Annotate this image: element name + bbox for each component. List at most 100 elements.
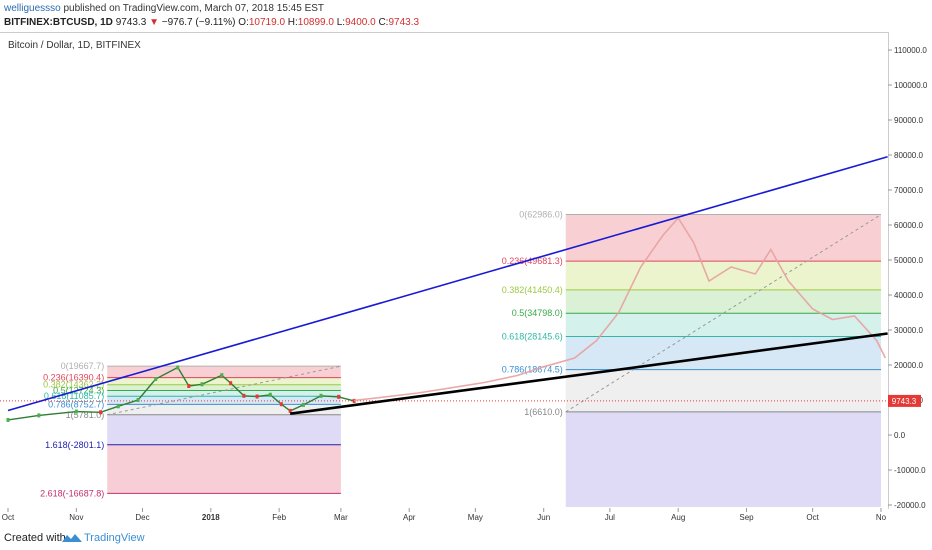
fib-zone (565, 411, 881, 507)
fib-diagonal (107, 365, 341, 416)
y-tick-label: 70000.0 (894, 186, 923, 195)
x-tick-label: 2018 (202, 513, 220, 522)
fib-level-label: 0.236(49681.3) (502, 256, 563, 266)
fib-level-label: 0.382(14362.2) (43, 380, 104, 390)
candle (288, 408, 292, 413)
candle (99, 410, 103, 415)
fib-zone (107, 396, 341, 405)
down-arrow-icon: ▼ (149, 17, 159, 28)
fib-level-label: 0.786(18674.5) (502, 365, 563, 375)
candle (6, 417, 10, 422)
y-tick-label: 110000.0 (894, 46, 927, 55)
y-tick-label: -10000.0 (894, 466, 926, 475)
x-tick-label: Apr (403, 513, 416, 522)
candle (154, 377, 158, 381)
fib-level-label: 1.618(-2801.1) (45, 440, 104, 450)
fib-level-label: 1(6610.0) (524, 407, 563, 417)
fib-level-label: 0.5(34798.0) (512, 308, 563, 318)
fib-level-label: 2.618(-16687.8) (40, 488, 104, 498)
candle (74, 409, 78, 414)
close-label: C: (378, 17, 389, 28)
fib-zone (107, 384, 341, 391)
footer: Created with TradingView (0, 527, 932, 550)
fib-zone (565, 313, 881, 337)
y-tick-label: 30000.0 (894, 326, 923, 335)
candle (136, 398, 140, 402)
y-tick-label: 20000.0 (894, 361, 923, 370)
x-tick-label: Aug (671, 513, 685, 522)
fib-zone (107, 444, 341, 494)
candle (242, 393, 246, 398)
fib-zone (565, 261, 881, 290)
candle (352, 398, 356, 403)
x-tick-label: Oct (806, 513, 819, 522)
close-value: 9743.3 (388, 17, 420, 28)
last-price-label: 9743.3 (892, 397, 917, 406)
y-tick-label: 100000.0 (894, 81, 928, 90)
open-label: O: (238, 17, 249, 28)
low-value: 9400.0 (345, 17, 376, 28)
tradingview-logo-icon (62, 534, 82, 542)
y-tick-label: -20000.0 (894, 501, 926, 510)
fib-zone (107, 390, 341, 397)
price-value: 9743.3 (115, 17, 147, 28)
candle (337, 394, 341, 399)
y-tick-label: 40000.0 (894, 291, 923, 300)
candle (200, 382, 204, 387)
x-tick-label: Sep (739, 513, 754, 522)
candle (279, 402, 283, 407)
y-tick-label: 50000.0 (894, 256, 923, 265)
candle (319, 393, 323, 398)
tradingview-brand[interactable]: TradingView (84, 532, 145, 544)
high-value: 10899.0 (297, 17, 334, 28)
y-tick-label: 80000.0 (894, 151, 923, 160)
author-link[interactable]: welliguessso (4, 3, 61, 14)
y-tick-label: 90000.0 (894, 116, 923, 125)
chart-frame (0, 32, 889, 509)
fib-zone (565, 369, 881, 412)
fib-zone (565, 214, 881, 262)
x-tick-label: Oct (2, 513, 15, 522)
fib-level-label: 1(5781.0) (66, 410, 105, 420)
ohlc-legend: BITFINEX:BTCUSD, 1D 9743.3 ▼ −976.7 (−9.… (4, 17, 419, 28)
fib-zone (107, 377, 341, 385)
published-text: published on TradingView.com, March 07, … (63, 3, 325, 14)
fib-diagonal (565, 214, 882, 413)
fib-level-label: 0.618(28145.6) (502, 331, 563, 341)
x-tick-label: Feb (272, 513, 286, 522)
fib-level-label: 0.236(16390.4) (43, 373, 104, 383)
candle (37, 413, 41, 418)
chart-header: welliguessso published on TradingView.co… (0, 0, 932, 32)
candle (301, 402, 305, 407)
x-tick-label: Nov (69, 513, 83, 522)
fib-level-label: 0.786(8752.7) (48, 399, 104, 409)
blue-trend-line (7, 155, 888, 412)
black-trend-line (290, 332, 888, 415)
chart-title: Bitcoin / Dollar, 1D, BITFINEX (8, 40, 141, 51)
x-tick-label: No (876, 513, 887, 522)
symbol-label: BITFINEX:BTCUSD, 1D (4, 17, 113, 28)
y-tick-label: 0.0 (894, 431, 906, 440)
fib-zone (107, 414, 341, 445)
low-label: L: (336, 17, 346, 28)
projection-line (354, 216, 887, 402)
candle (268, 392, 272, 397)
y-tick-label: 60000.0 (894, 221, 923, 230)
fib-zone (107, 404, 341, 415)
x-tick-label: Mar (334, 513, 348, 522)
fib-zone (107, 366, 341, 378)
x-tick-label: May (468, 513, 483, 522)
candle (176, 365, 180, 370)
price-chart[interactable]: 110000.0 100000.0 90000.0 80000.0 70000.0 600… (0, 32, 932, 522)
change-value: −976.7 (−9.11%) (161, 17, 236, 28)
x-tick-label: Jul (605, 513, 615, 522)
candle (255, 394, 259, 399)
publish-info: welliguessso published on TradingView.co… (4, 3, 324, 14)
high-label: H: (287, 17, 298, 28)
fib-level-label: 0.618(11085.7) (44, 391, 104, 401)
fib-level-label: 0(19667.7) (61, 361, 105, 371)
candle (229, 381, 233, 386)
last-price-tag (888, 394, 921, 407)
fib-level-label: 0.382(41450.4) (502, 285, 563, 295)
candle (116, 404, 120, 409)
